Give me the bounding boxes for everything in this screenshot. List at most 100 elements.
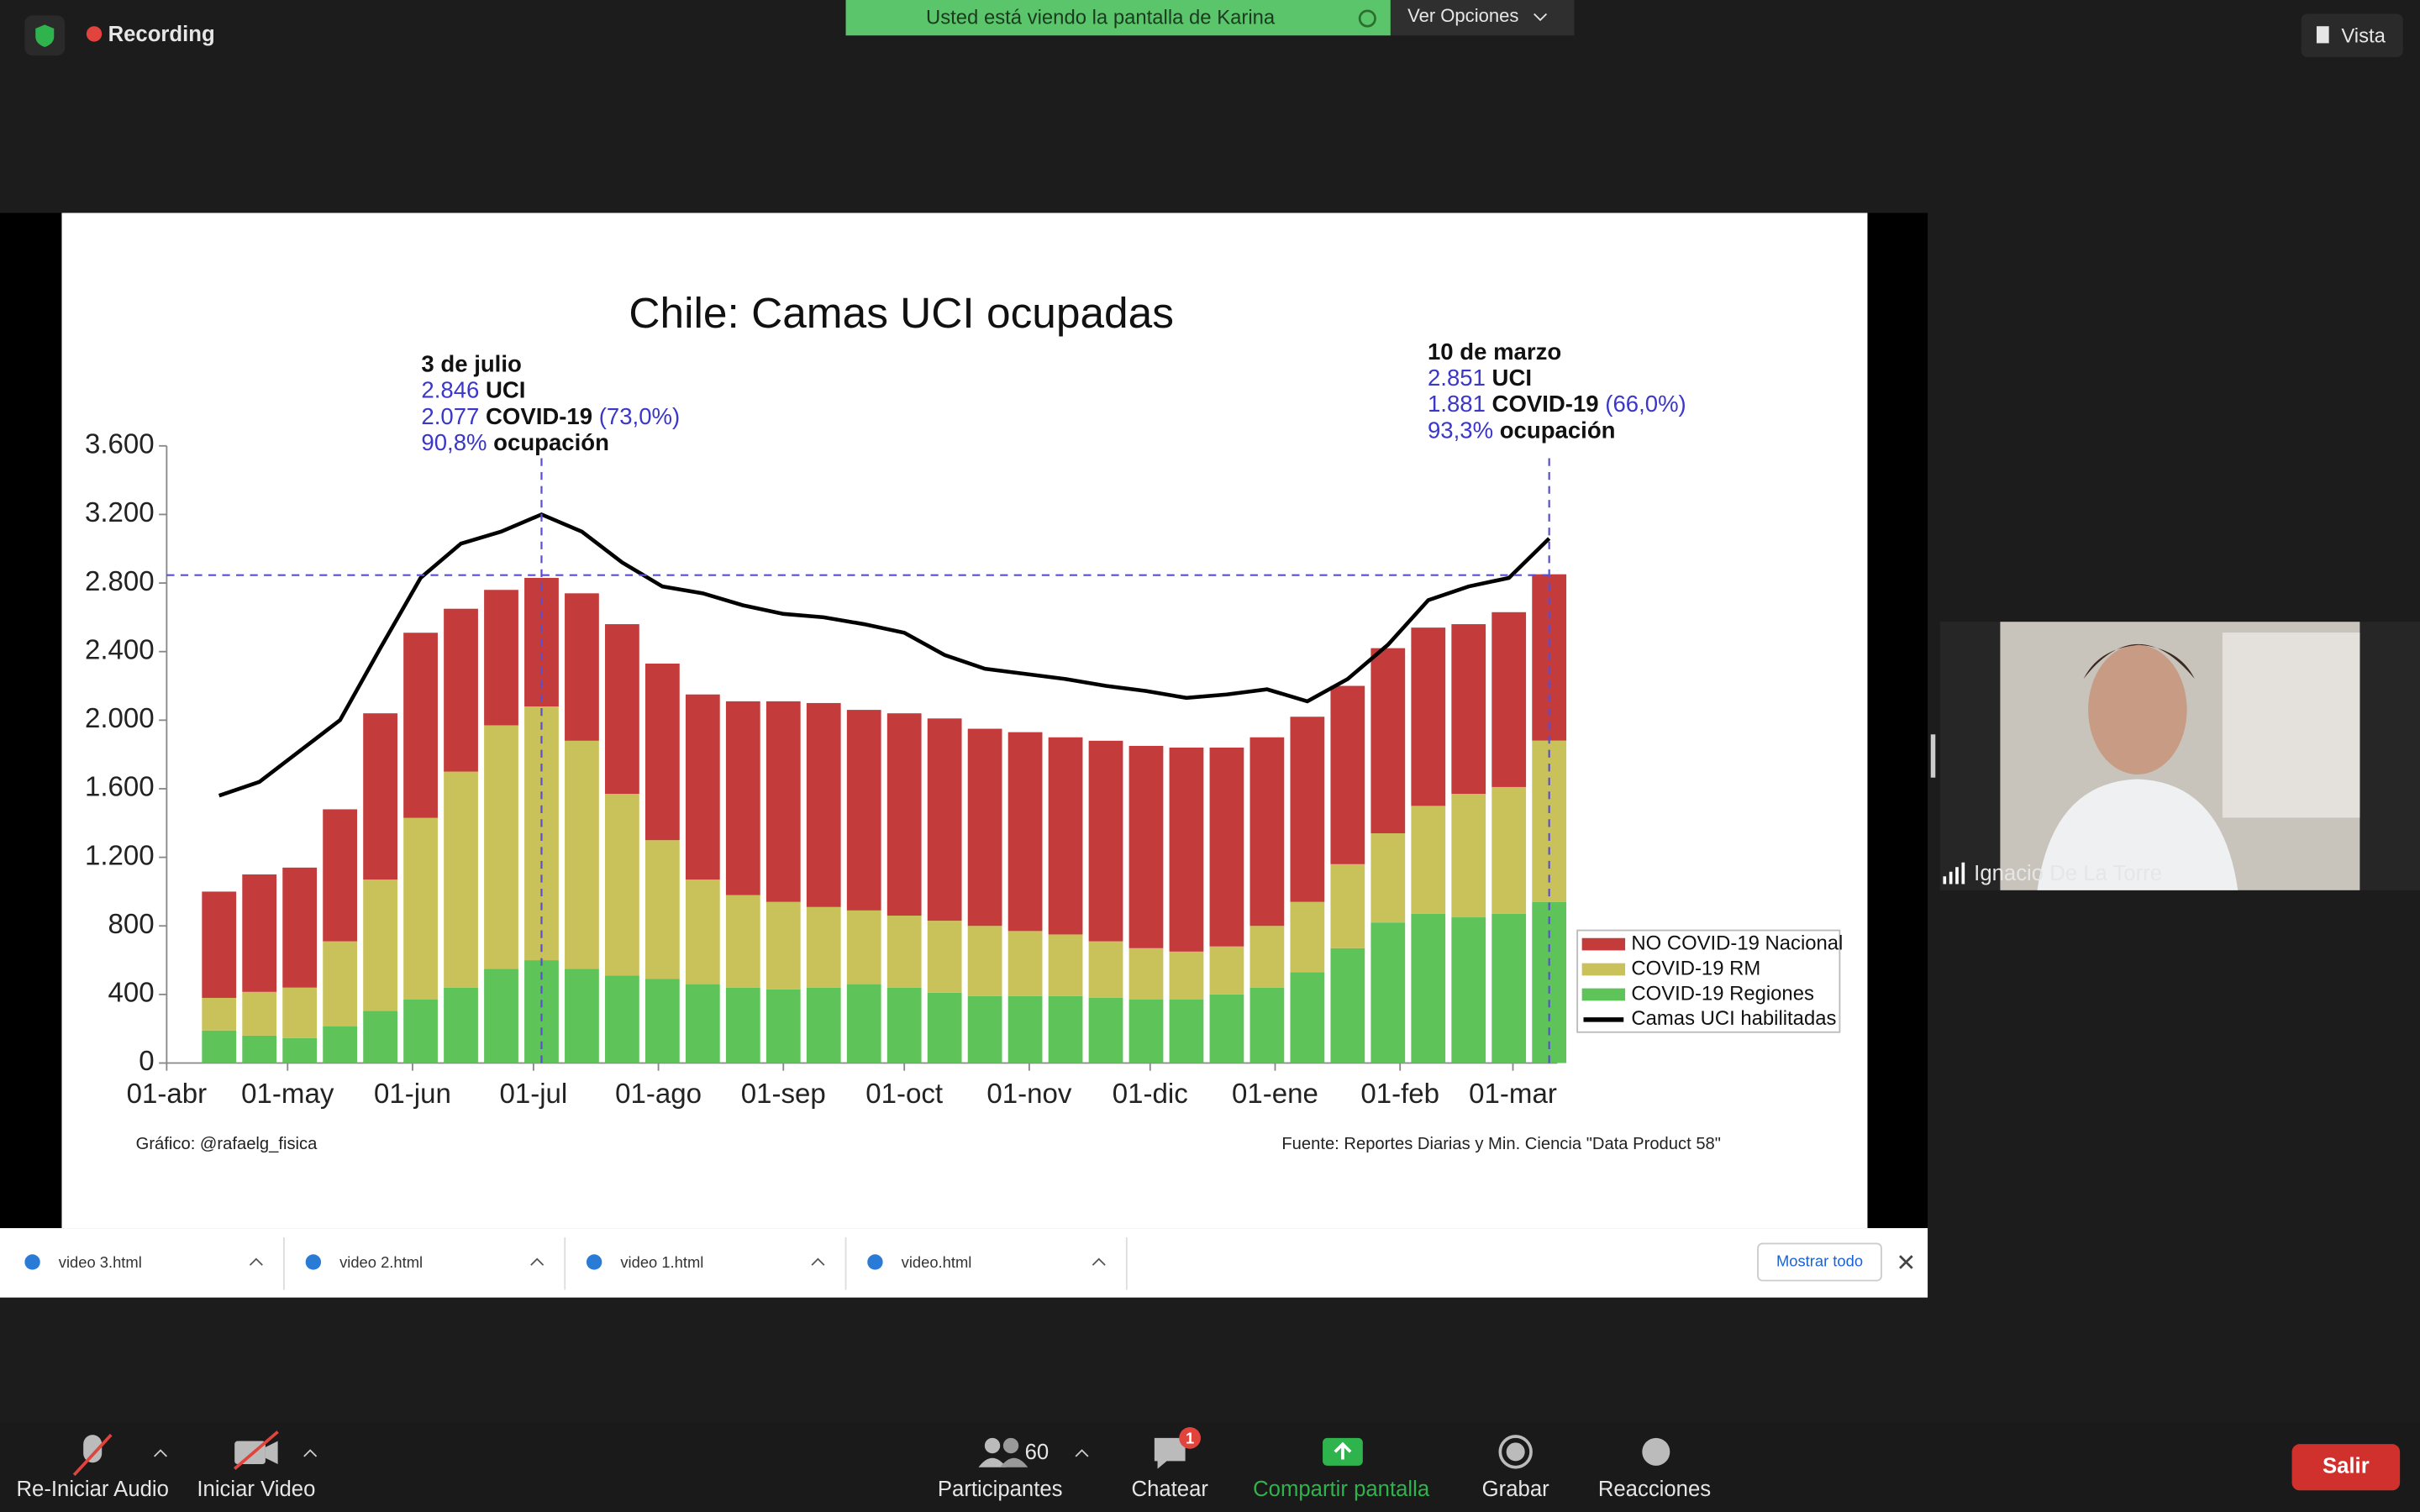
recording-dot [86,26,103,42]
bar-segment [846,910,881,984]
video-button[interactable] [233,1431,318,1470]
bar-segment [565,593,599,741]
bar-segment [1128,745,1164,948]
download-item[interactable]: video 3.html [59,1253,142,1271]
bar-segment [1249,926,1285,988]
bar-segment [725,987,760,1063]
leave-button[interactable] [2291,1444,2401,1491]
bar-segment [1330,685,1365,864]
audio-label[interactable]: Re-Iniciar Audio [16,1478,168,1501]
bar-segment [565,969,599,1063]
annotation-line: 2.851 UCI [1428,365,1532,391]
bar-segment [725,701,760,895]
bar-segment [202,1030,237,1063]
splitter[interactable] [1930,734,1936,778]
legend-swatch [1581,988,1626,1001]
bar-segment [886,987,922,1063]
bar-segment [806,987,841,1063]
annotation-line: 90,8% ocupación [421,429,609,455]
bar-segment [1491,913,1527,1063]
video-label[interactable]: Iniciar Video [197,1478,315,1501]
bar-segment [1169,748,1204,952]
y-tick-label: 0 [139,1046,154,1077]
y-tick-label: 3.200 [85,497,155,528]
file-icon [24,1254,40,1270]
bar-segment [765,701,801,902]
view-button[interactable] [2301,13,2403,57]
show-all[interactable]: Mostrar todo [1776,1252,1863,1269]
item-menu[interactable] [249,1257,263,1266]
reactions-label[interactable]: Reacciones [1598,1478,1711,1501]
close-downloads[interactable] [1899,1255,1913,1269]
line-series [218,512,1551,798]
bar-segment [1411,627,1446,806]
hair [2083,643,2195,680]
bar-segment [927,992,962,1063]
bar-segment [1209,748,1244,947]
download-item[interactable]: video 2.html [339,1253,423,1271]
chevron [1534,13,1548,22]
chat-badge-count: 1 [1186,1430,1194,1447]
bar-segment [1007,931,1043,996]
annotation-part: UCI [479,377,525,403]
annotation-part: (66,0%) [1605,391,1686,417]
bar-segment [323,809,358,942]
bar-segment [242,1035,277,1063]
bar-segment [1088,997,1123,1063]
annotation-part: 2.851 [1428,365,1486,391]
bar-segment [1048,737,1083,935]
reactions-icon[interactable] [1642,1437,1670,1466]
face [2088,644,2187,775]
bar-segment [1128,1000,1164,1063]
share-label[interactable]: Compartir pantalla [1253,1478,1430,1501]
bar-segment [242,874,277,992]
x-tick-label: 01-feb [1360,1079,1439,1110]
options-label[interactable]: Ver Opciones [1407,5,1518,26]
record-label[interactable]: Grabar [1482,1478,1549,1501]
chat-icon[interactable] [1154,1437,1186,1469]
audio-button[interactable] [72,1433,168,1477]
annotation-part: COVID-19 [1486,391,1605,417]
download-item[interactable]: video 1.html [620,1253,703,1271]
bar-segment [202,997,237,1031]
bar-segment [725,895,760,988]
y-tick-label: 800 [108,909,155,940]
bar-segment [685,984,720,1063]
annotation-part: 93,3% [1428,417,1493,444]
bar-segment [444,771,478,988]
legend-swatch [1581,937,1626,951]
bar-segment [1290,972,1325,1063]
bar-segment [1532,901,1567,1063]
item-menu[interactable] [1092,1257,1106,1266]
download-item[interactable]: video.html [902,1253,972,1271]
leave-label[interactable]: Salir [2323,1455,2370,1478]
x-tick-label: 01-may [241,1079,334,1110]
record-icon[interactable] [1498,1435,1533,1469]
file-icon [305,1254,322,1270]
shield [35,24,55,48]
bar-segment [1370,648,1406,834]
toolbar [0,1422,2420,1512]
bar-segment [967,728,1002,927]
participants-label[interactable]: Participantes [938,1478,1063,1501]
annotation-part: 2.846 [421,377,479,403]
bar-segment [1088,941,1123,998]
chat-label[interactable]: Chatear [1132,1478,1209,1501]
bar-segment [846,710,881,911]
bar-segment [484,590,518,726]
item-menu[interactable] [530,1257,544,1266]
bar-segment [927,921,962,993]
coat [2037,779,2238,890]
item-menu[interactable] [811,1257,825,1266]
bar-segment [1007,732,1043,932]
participants-count[interactable]: 60 [1025,1441,1050,1464]
background-shelf [2222,633,2360,818]
participants-button[interactable] [978,1437,1089,1467]
bar-segment [644,840,680,979]
bar-segment [323,941,358,1026]
show-all-button[interactable] [1757,1242,1882,1282]
record-dot [1506,1442,1525,1462]
bar-segment [444,987,478,1063]
view-label[interactable]: Vista [2341,24,2386,47]
